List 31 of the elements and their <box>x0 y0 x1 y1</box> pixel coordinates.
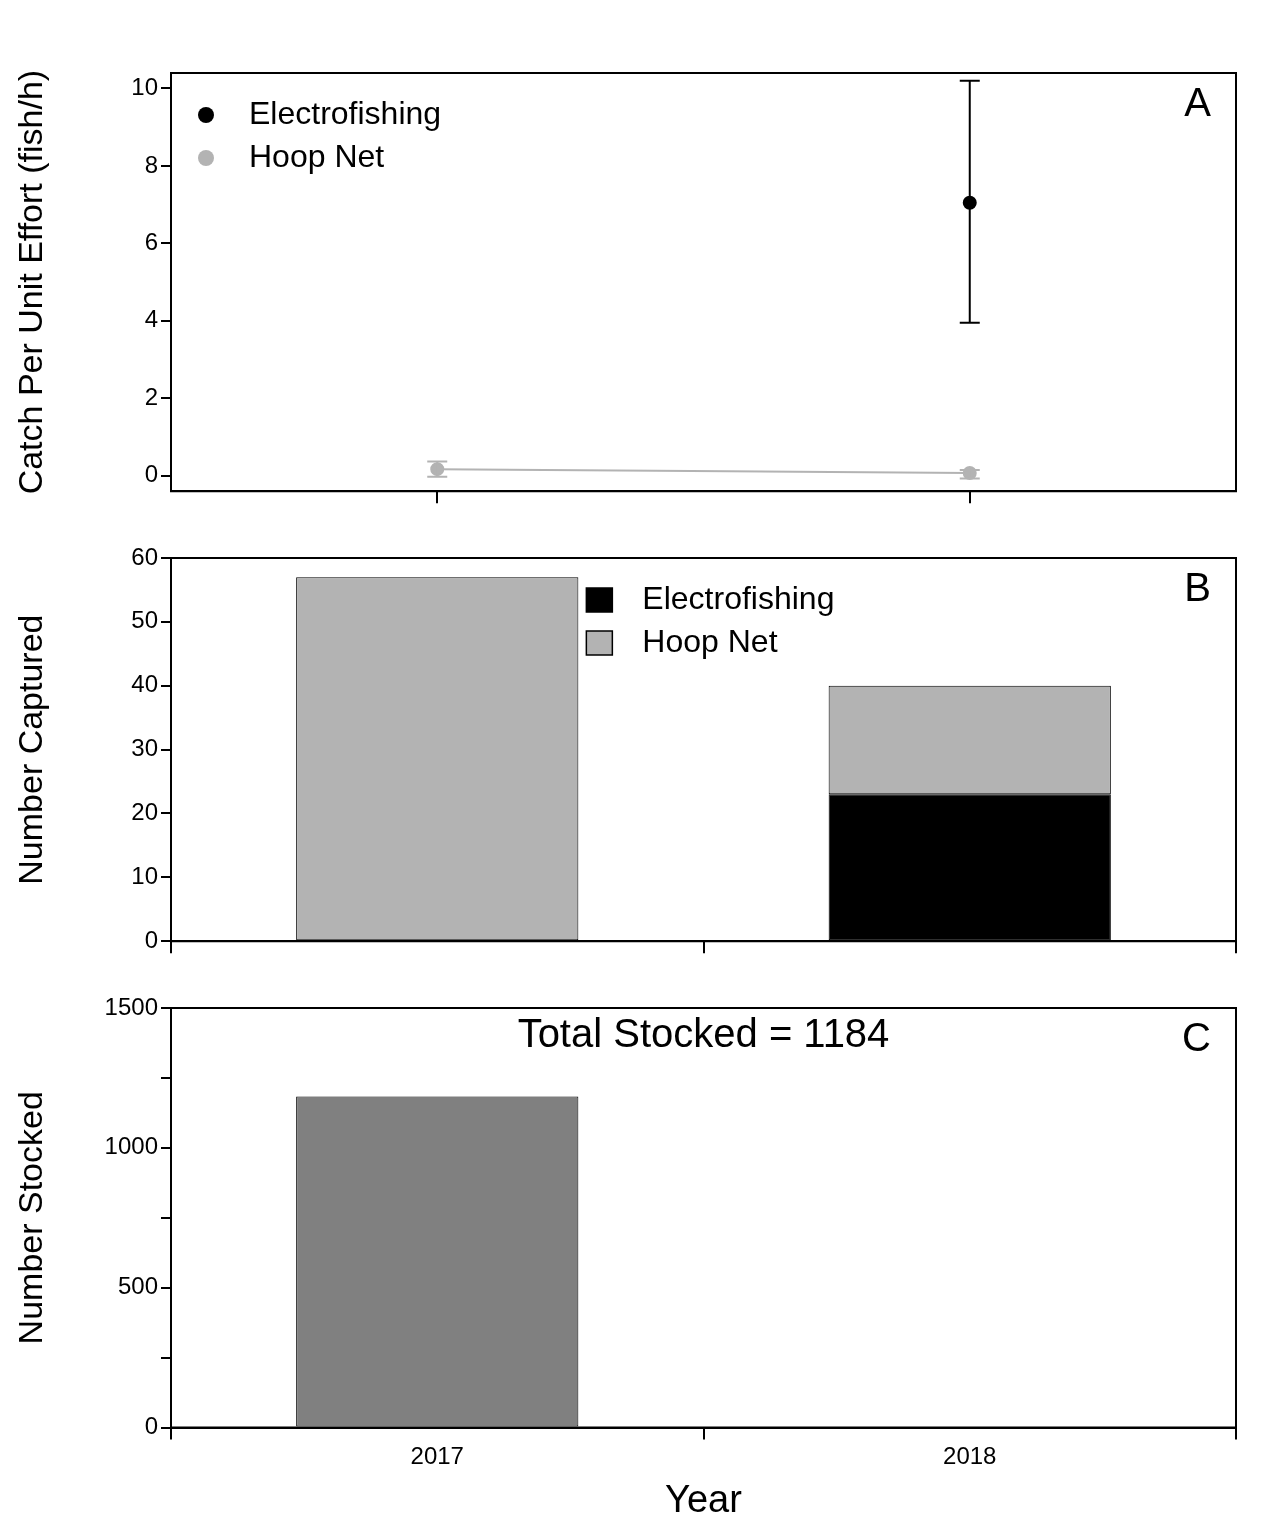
annotation: B <box>1184 565 1211 610</box>
y-tick-label: 10 <box>131 861 158 889</box>
y-tick-label: 1000 <box>104 1132 158 1160</box>
legend-label: Hoop Net <box>249 137 385 174</box>
legend-label: Electrofishing <box>642 579 835 616</box>
y-tick-label: 30 <box>131 734 158 762</box>
y-tick-label: 0 <box>144 1412 158 1440</box>
annotation: A <box>1184 80 1212 125</box>
y-tick-label: 8 <box>144 150 158 178</box>
y-tick-label: 0 <box>144 925 158 953</box>
y-tick-label: 500 <box>117 1272 158 1300</box>
y-tick-label: 10 <box>131 73 158 101</box>
y-tick-label: 60 <box>131 542 158 570</box>
y-tick-label: 2 <box>144 382 158 410</box>
y-tick-label: 40 <box>131 670 158 698</box>
x-tick-label: 2017 <box>410 1441 464 1469</box>
y-axis-title: Catch Per Unit Effort (fish/h) <box>10 69 49 495</box>
legend-label: Electrofishing <box>249 94 442 131</box>
y-tick-label: 6 <box>144 228 158 255</box>
y-axis-title: Number Stocked <box>10 1091 49 1345</box>
y-tick-label: 0 <box>144 460 158 488</box>
y-tick-label: 4 <box>144 305 158 333</box>
y-tick-label: 50 <box>131 606 158 634</box>
annotation: C <box>1182 1015 1211 1060</box>
x-tick-label: 2018 <box>943 1441 997 1469</box>
x-axis-title: Year <box>665 1477 743 1520</box>
y-tick-label: 1500 <box>104 992 158 1020</box>
legend-label: Hoop Net <box>642 622 778 659</box>
annotation: Total Stocked = 1184 <box>517 1011 890 1056</box>
y-tick-label: 20 <box>131 798 158 826</box>
y-axis-title: Number Captured <box>10 614 49 885</box>
